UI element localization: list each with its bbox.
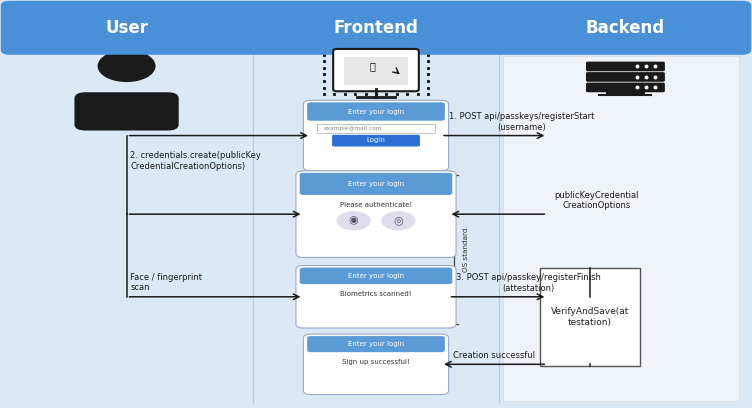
- FancyBboxPatch shape: [296, 171, 456, 257]
- FancyBboxPatch shape: [332, 135, 420, 146]
- Text: ◉: ◉: [349, 216, 359, 226]
- Text: Enter your login: Enter your login: [348, 181, 404, 187]
- Text: example@mail.com: example@mail.com: [324, 126, 382, 131]
- Text: Face / fingerprint
scan: Face / fingerprint scan: [130, 273, 202, 292]
- Circle shape: [382, 212, 414, 230]
- Text: Enter your login: Enter your login: [348, 273, 404, 279]
- Text: ◎: ◎: [393, 216, 403, 226]
- Text: 2. credentials.create(publicKey
CredentialCreationOptions): 2. credentials.create(publicKey Credenti…: [130, 151, 261, 171]
- FancyBboxPatch shape: [586, 82, 665, 92]
- FancyBboxPatch shape: [333, 49, 419, 91]
- Text: Backend: Backend: [586, 19, 665, 37]
- Text: VerifyAndSave(at
testation): VerifyAndSave(at testation): [551, 307, 629, 327]
- FancyBboxPatch shape: [300, 268, 452, 284]
- FancyBboxPatch shape: [307, 102, 445, 121]
- Text: 3. POST api/passkey/registerFinish
(attestation): 3. POST api/passkey/registerFinish (atte…: [456, 273, 601, 293]
- Text: 1. POST api/passkeys/registerStart
(username): 1. POST api/passkeys/registerStart (user…: [449, 112, 594, 131]
- Text: Enter your login: Enter your login: [348, 109, 404, 115]
- FancyBboxPatch shape: [502, 56, 738, 401]
- FancyBboxPatch shape: [296, 266, 456, 328]
- Text: Frontend: Frontend: [334, 19, 418, 37]
- Text: Creation successful: Creation successful: [453, 351, 535, 360]
- FancyBboxPatch shape: [307, 336, 445, 352]
- FancyBboxPatch shape: [586, 72, 665, 82]
- Circle shape: [338, 212, 370, 230]
- Text: publicKeyCredential
CreationOptions: publicKeyCredential CreationOptions: [555, 191, 639, 210]
- FancyBboxPatch shape: [303, 100, 449, 171]
- Text: Login: Login: [366, 137, 386, 144]
- FancyBboxPatch shape: [344, 57, 408, 85]
- FancyBboxPatch shape: [317, 124, 435, 133]
- Text: Please authenticate!: Please authenticate!: [340, 202, 412, 208]
- FancyBboxPatch shape: [300, 173, 452, 195]
- FancyBboxPatch shape: [74, 92, 179, 131]
- FancyBboxPatch shape: [1, 1, 751, 55]
- Text: Biometrics scanned!: Biometrics scanned!: [340, 291, 412, 297]
- FancyBboxPatch shape: [303, 334, 449, 395]
- Text: Enter your login: Enter your login: [348, 341, 404, 347]
- Text: Username: Username: [130, 122, 173, 131]
- Text: 🔒: 🔒: [369, 61, 375, 71]
- FancyBboxPatch shape: [586, 62, 665, 71]
- Text: Sign up successful!: Sign up successful!: [342, 359, 410, 365]
- Text: OS standard: OS standard: [462, 227, 468, 272]
- Circle shape: [99, 51, 155, 81]
- FancyBboxPatch shape: [540, 268, 640, 366]
- Text: User: User: [105, 19, 148, 37]
